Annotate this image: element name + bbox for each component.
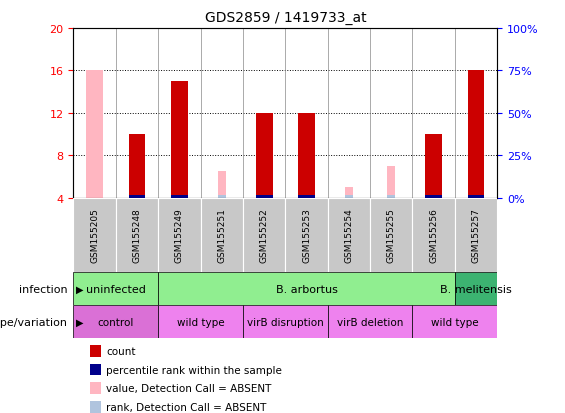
- Bar: [158, 198, 201, 273]
- Bar: [388, 166, 395, 198]
- Text: infection: infection: [19, 284, 68, 294]
- Bar: [328, 198, 370, 273]
- Bar: [388, 195, 395, 198]
- Bar: [201, 198, 243, 273]
- Text: value, Detection Call = ABSENT: value, Detection Call = ABSENT: [106, 383, 272, 393]
- Bar: [412, 198, 455, 273]
- Text: GSM155205: GSM155205: [90, 208, 99, 263]
- Bar: [298, 195, 315, 198]
- Bar: [171, 82, 188, 198]
- Bar: [116, 198, 158, 273]
- Text: GSM155254: GSM155254: [345, 208, 353, 263]
- Bar: [158, 273, 455, 306]
- Text: ▶: ▶: [76, 284, 84, 294]
- Text: percentile rank within the sample: percentile rank within the sample: [106, 365, 282, 375]
- Bar: [255, 195, 273, 198]
- Bar: [425, 135, 442, 198]
- Bar: [86, 71, 103, 198]
- Text: GSM155257: GSM155257: [472, 208, 480, 263]
- Text: wild type: wild type: [431, 317, 479, 327]
- Bar: [345, 195, 353, 198]
- Bar: [128, 195, 145, 198]
- Bar: [73, 198, 116, 273]
- Bar: [73, 306, 158, 339]
- Bar: [468, 195, 485, 198]
- Text: GSM155253: GSM155253: [302, 208, 311, 263]
- Bar: [73, 273, 158, 306]
- Bar: [345, 188, 353, 198]
- Bar: [243, 306, 328, 339]
- Bar: [171, 195, 188, 198]
- Text: GSM155251: GSM155251: [218, 208, 226, 263]
- Bar: [218, 172, 225, 198]
- Text: GSM155248: GSM155248: [133, 208, 141, 263]
- Text: genotype/variation: genotype/variation: [0, 317, 68, 327]
- Bar: [425, 195, 442, 198]
- Text: GSM155255: GSM155255: [387, 208, 396, 263]
- Text: wild type: wild type: [177, 317, 224, 327]
- Text: virB deletion: virB deletion: [337, 317, 403, 327]
- Text: B. arbortus: B. arbortus: [276, 284, 337, 294]
- Bar: [412, 306, 497, 339]
- Text: GSM155252: GSM155252: [260, 208, 268, 263]
- Bar: [455, 273, 497, 306]
- Text: control: control: [98, 317, 134, 327]
- Text: B. melitensis: B. melitensis: [440, 284, 512, 294]
- Bar: [218, 195, 225, 198]
- Text: GSM155256: GSM155256: [429, 208, 438, 263]
- Text: ▶: ▶: [76, 317, 84, 327]
- Bar: [298, 114, 315, 198]
- Bar: [128, 135, 145, 198]
- Bar: [370, 198, 412, 273]
- Bar: [468, 71, 485, 198]
- Bar: [243, 198, 285, 273]
- Bar: [285, 198, 328, 273]
- Text: uninfected: uninfected: [86, 284, 146, 294]
- Title: GDS2859 / 1419733_at: GDS2859 / 1419733_at: [205, 11, 366, 25]
- Text: virB disruption: virB disruption: [247, 317, 324, 327]
- Bar: [455, 198, 497, 273]
- Bar: [328, 306, 412, 339]
- Text: count: count: [106, 346, 136, 356]
- Bar: [255, 114, 273, 198]
- Text: GSM155249: GSM155249: [175, 208, 184, 263]
- Text: rank, Detection Call = ABSENT: rank, Detection Call = ABSENT: [106, 402, 267, 412]
- Bar: [158, 306, 243, 339]
